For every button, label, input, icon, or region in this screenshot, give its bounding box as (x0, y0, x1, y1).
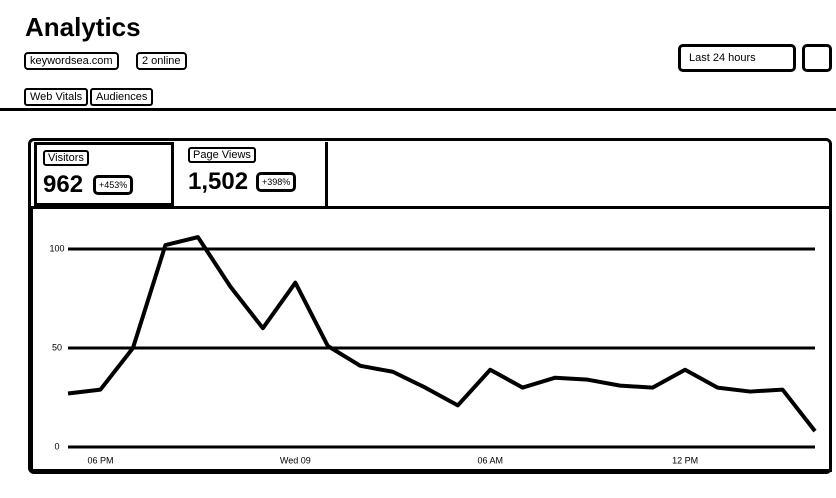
line (67, 235, 817, 433)
y-tick-label: 0 (54, 441, 59, 451)
y-tick-label: 100 (49, 243, 64, 253)
range-label: Last 24 hours (689, 52, 756, 64)
online-count: 2 online (136, 52, 187, 70)
site-link[interactable]: keywordsea.com (24, 52, 119, 70)
chart: 0 50 100 06 PM Wed 09 06 AM 12 PM (30, 206, 832, 472)
stat-card[interactable]: Visitors 962 +453% (34, 142, 174, 206)
tab-divider (0, 108, 836, 111)
y-tick-label: 50 (52, 342, 62, 352)
stat-card[interactable]: Page Views 1,502 +398% (180, 142, 328, 206)
stat-change: +453% (93, 175, 134, 195)
page-title: Analytics (25, 12, 141, 42)
range-select[interactable]: Last 24 hours (678, 44, 796, 72)
stat-label: Page Views (188, 147, 256, 163)
x-tick-label: 12 PM (672, 455, 698, 465)
stat-change: +398% (256, 172, 297, 192)
x-tick-label: Wed 09 (280, 455, 311, 465)
tab[interactable]: Web Vitals (24, 88, 89, 106)
x-tick-label: 06 PM (87, 455, 113, 465)
tab[interactable]: Audiences (90, 88, 154, 106)
stat-label: Visitors (43, 150, 89, 166)
menu-button[interactable] (802, 44, 832, 72)
x-tick-label: 06 AM (477, 455, 503, 465)
stat-value: 1,502 (188, 168, 249, 195)
stat-value: 962 (43, 171, 84, 198)
